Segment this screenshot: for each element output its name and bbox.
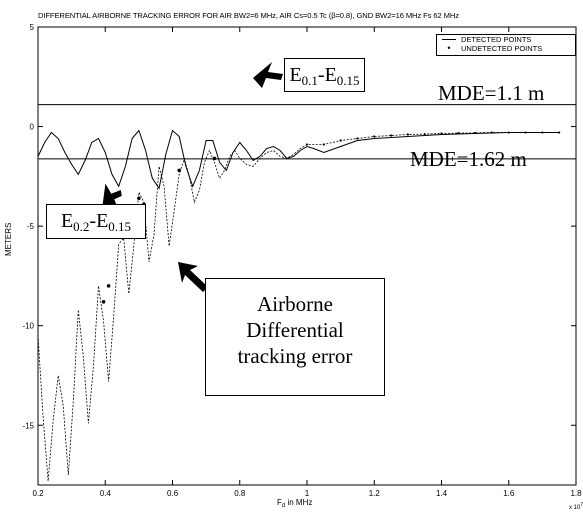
airborne-line-2: Differential: [246, 318, 344, 342]
y-tick-label: -15: [22, 421, 34, 430]
undetected-point: [541, 131, 544, 134]
legend-row-detected: DETECTED POINTS: [437, 35, 575, 44]
annotation-arrows: [102, 62, 283, 292]
undetected-peak-point: [177, 168, 182, 173]
e-left-main2: E: [96, 210, 109, 232]
x-tick-label: 1.2: [369, 489, 381, 498]
e-top-sub2: 0.15: [336, 73, 360, 88]
undetected-point: [474, 131, 477, 135]
airborne-line-1: Airborne: [257, 292, 333, 316]
airborne-line-3: tracking error: [237, 344, 353, 368]
y-axis-label: METERS: [4, 222, 13, 256]
undetected-point: [373, 135, 376, 138]
x-exponent-power: 7: [580, 502, 583, 508]
annotation-airborne: Airborne Differential tracking error: [205, 278, 385, 396]
annotation-e-top: E0.1-E0.15: [284, 58, 365, 92]
chart-title: DIFFERENTIAL AIRBORNE TRACKING ERROR FOR…: [38, 11, 459, 20]
undetected-point: [440, 132, 443, 135]
y-tick-label: 0: [30, 123, 35, 132]
e-left-sep: -: [89, 210, 97, 232]
e-left-main1: E: [60, 210, 74, 232]
annotation-e-left: E0.2-E0.15: [46, 204, 146, 239]
x-tick-label: 1.4: [436, 489, 448, 498]
x-exponent-base: x 10: [569, 505, 581, 511]
undetected-peak-point: [137, 196, 141, 201]
arrow-e-left: [102, 183, 122, 209]
legend-row-undetected: • UNDETECTED POINTS: [437, 43, 575, 54]
x-axis-label-main: F: [277, 498, 282, 507]
undetected-point: [558, 131, 561, 134]
mde-bottom-label: MDE=1.62 m: [410, 147, 527, 171]
arrow-airborne: [178, 262, 208, 292]
x-axis-label-sub: d: [281, 503, 286, 509]
legend-label-detected: DETECTED POINTS: [461, 35, 532, 44]
undetected-point: [524, 131, 527, 134]
undetected-point: [490, 131, 494, 134]
x-tick-label: 0.2: [32, 489, 44, 498]
legend: DETECTED POINTS • UNDETECTED POINTS: [436, 34, 576, 56]
y-tick-label: 5: [30, 23, 35, 32]
undetected-point: [389, 134, 393, 137]
undetected-point: [457, 132, 460, 135]
undetected-point: [507, 131, 510, 134]
e-top-main2: E: [324, 64, 337, 86]
e-top-main1: E: [289, 64, 302, 86]
x-tick-label: 1.6: [503, 489, 515, 498]
x-tick-label: 1: [305, 489, 310, 498]
undetected-point: [356, 137, 359, 140]
series-undetected-line: [37, 132, 560, 482]
legend-swatch-line: [442, 39, 456, 40]
undetected-peak-point: [212, 156, 217, 161]
x-tick-label: 0.6: [167, 489, 179, 498]
x-axis-label: Fd in MHz: [277, 498, 312, 509]
undetected-peak-point: [101, 300, 106, 304]
e-top-sub1: 0.1: [301, 73, 318, 88]
undetected-point: [305, 143, 309, 146]
e-left-sub1: 0.2: [73, 219, 90, 234]
axis-ticks: 0.2 0.4 0.6 0.8 1 1.2 1.4 1.6 1.8 5 0 -5 -10 -15: [22, 23, 582, 498]
undetected-point: [322, 143, 325, 146]
y-tick-label: -5: [27, 222, 35, 231]
x-tick-label: 0.4: [100, 489, 112, 498]
arrow-e-top: [253, 62, 283, 88]
x-axis-exponent: x 107: [569, 502, 583, 511]
mde-top-label: MDE=1.1 m: [438, 81, 545, 105]
legend-label-undetected: UNDETECTED POINTS: [461, 44, 543, 53]
x-tick-label: 1.8: [570, 489, 582, 498]
y-tick-label: -10: [22, 322, 34, 331]
x-tick-label: 0.8: [234, 489, 246, 498]
undetected-peak-point: [106, 284, 111, 288]
undetected-point: [423, 133, 426, 136]
legend-swatch-dot: •: [447, 43, 451, 53]
undetected-point: [339, 139, 342, 142]
e-left-sub2: 0.15: [108, 219, 132, 234]
series-detected-line: [37, 129, 560, 190]
undetected-point: [406, 133, 409, 136]
x-axis-label-rest: in MHz: [285, 498, 313, 507]
e-top-sep: -: [317, 64, 325, 86]
